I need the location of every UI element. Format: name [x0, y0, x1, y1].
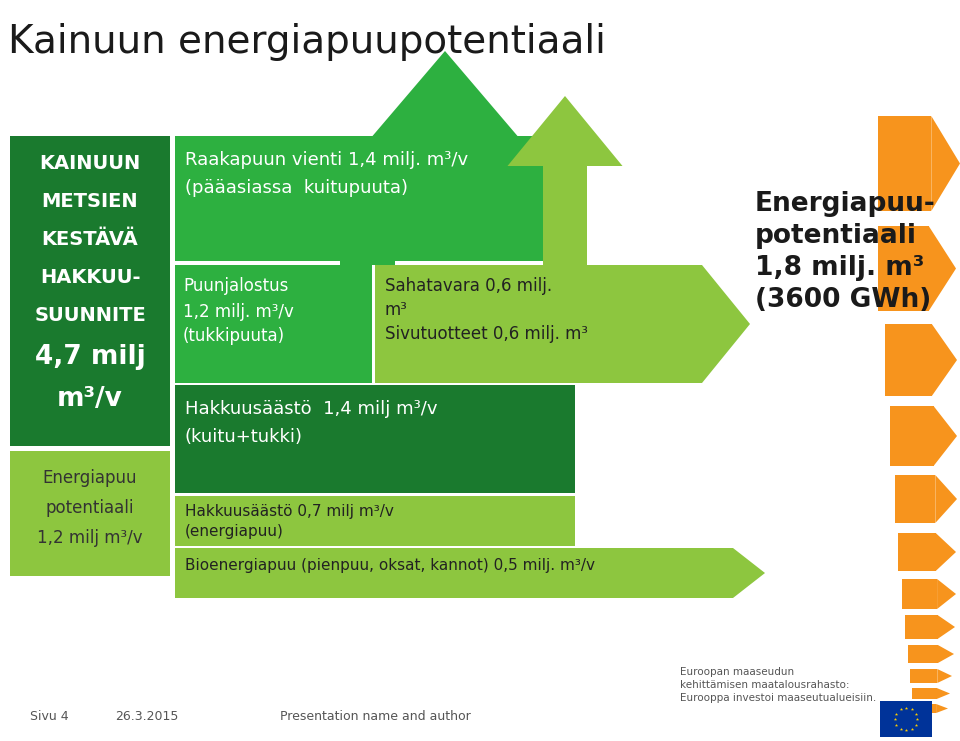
Polygon shape [885, 324, 932, 396]
FancyBboxPatch shape [880, 701, 932, 737]
Text: Presentation name and author: Presentation name and author [280, 710, 470, 723]
Polygon shape [890, 406, 933, 466]
Polygon shape [175, 548, 733, 598]
Text: potentiaali: potentiaali [755, 223, 917, 249]
Text: Euroopan maaseudun
kehittämisen maatalousrahasto:
Eurooppa investoi maaseutualue: Euroopan maaseudun kehittämisen maatalou… [680, 667, 876, 703]
Text: Energiapuu: Energiapuu [43, 469, 137, 487]
Text: Kainuun energiapuupotentiaali: Kainuun energiapuupotentiaali [8, 23, 606, 61]
Text: KESTÄVÄ: KESTÄVÄ [41, 230, 138, 249]
Text: KAINUUN: KAINUUN [39, 154, 140, 173]
Polygon shape [937, 688, 950, 699]
Text: Puunjalostus: Puunjalostus [183, 277, 288, 295]
Polygon shape [910, 669, 937, 683]
FancyBboxPatch shape [10, 136, 170, 446]
FancyBboxPatch shape [175, 496, 575, 546]
Polygon shape [905, 615, 938, 639]
Text: (pääasiassa  kuitupuuta): (pääasiassa kuitupuuta) [185, 179, 408, 197]
Text: Sivutuotteet 0,6 milj. m³: Sivutuotteet 0,6 milj. m³ [385, 325, 588, 343]
Polygon shape [935, 475, 957, 523]
Polygon shape [375, 265, 702, 383]
Text: 4,7 milj: 4,7 milj [35, 344, 145, 370]
Polygon shape [733, 548, 765, 598]
Text: m³/v: m³/v [57, 386, 123, 412]
Polygon shape [936, 533, 956, 571]
Polygon shape [937, 669, 952, 683]
Text: Energiapuu-: Energiapuu- [755, 191, 936, 217]
FancyBboxPatch shape [175, 385, 575, 493]
Text: Sahatavara 0,6 milj.: Sahatavara 0,6 milj. [385, 277, 552, 295]
Polygon shape [928, 226, 956, 311]
Text: Sivu 4: Sivu 4 [30, 710, 68, 723]
Text: (energiapuu): (energiapuu) [185, 524, 284, 539]
Polygon shape [914, 704, 936, 713]
Polygon shape [936, 704, 948, 713]
Text: Bioenergiapuu (pienpuu, oksat, kannot) 0,5 milj. m³/v: Bioenergiapuu (pienpuu, oksat, kannot) 0… [185, 558, 595, 573]
Polygon shape [508, 96, 622, 265]
Text: HAKKUU-: HAKKUU- [39, 268, 140, 287]
Text: SUUNNITE: SUUNNITE [35, 306, 146, 325]
Polygon shape [912, 688, 937, 699]
Text: potentiaali: potentiaali [46, 499, 134, 517]
Polygon shape [878, 226, 928, 311]
Polygon shape [938, 645, 954, 663]
FancyBboxPatch shape [175, 265, 372, 383]
Text: Hakkuusäästö  1,4 milj m³/v: Hakkuusäästö 1,4 milj m³/v [185, 400, 438, 418]
Text: 1,8 milj. m³: 1,8 milj. m³ [755, 255, 924, 281]
FancyBboxPatch shape [10, 451, 170, 576]
Text: (3600 GWh): (3600 GWh) [755, 287, 931, 313]
Polygon shape [908, 645, 938, 663]
Text: (kuitu+tukki): (kuitu+tukki) [185, 428, 303, 446]
Text: 26.3.2015: 26.3.2015 [115, 710, 179, 723]
Polygon shape [702, 265, 750, 383]
Text: m³: m³ [385, 301, 408, 319]
Polygon shape [895, 475, 935, 523]
Polygon shape [931, 116, 960, 211]
Polygon shape [340, 51, 517, 265]
Polygon shape [933, 406, 957, 466]
Text: 1,2 milj m³/v: 1,2 milj m³/v [37, 529, 143, 547]
Text: METSIEN: METSIEN [41, 192, 138, 211]
Polygon shape [932, 324, 957, 396]
Polygon shape [898, 533, 936, 571]
Text: Hakkuusäästö 0,7 milj m³/v: Hakkuusäästö 0,7 milj m³/v [185, 504, 394, 519]
Polygon shape [878, 116, 931, 211]
Text: Raakapuun vienti 1,4 milj. m³/v: Raakapuun vienti 1,4 milj. m³/v [185, 151, 468, 169]
FancyBboxPatch shape [175, 136, 575, 261]
Polygon shape [938, 615, 955, 639]
Polygon shape [902, 579, 937, 609]
Text: 1,2 milj. m³/v: 1,2 milj. m³/v [183, 303, 294, 321]
Polygon shape [937, 579, 956, 609]
Text: (tukkipuuta): (tukkipuuta) [183, 327, 285, 345]
